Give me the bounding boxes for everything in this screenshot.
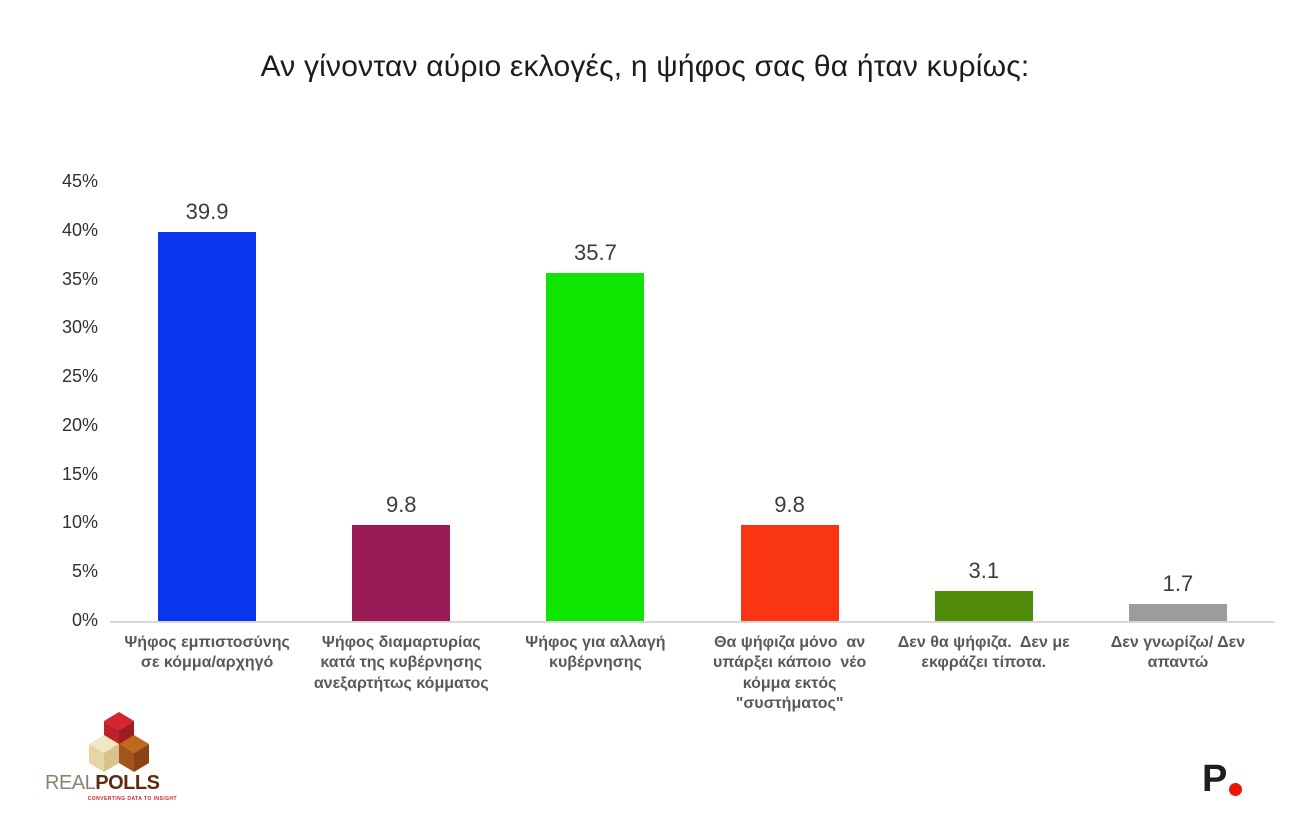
bar-slot: 35.7 [498, 182, 692, 621]
bar [740, 525, 839, 621]
bar [352, 525, 451, 621]
y-tick-label: 20% [61, 414, 98, 435]
cube-brown [119, 735, 149, 772]
x-axis-labels: Ψήφος εμπιστοσύνης σε κόμμα/αρχηγό Ψήφος … [110, 633, 1275, 715]
category-label: Θα ψήφιζα μόνο αν υπάρξει κάποιο νέο κόμ… [712, 634, 867, 713]
bar-slot: 1.7 [1081, 182, 1275, 621]
y-tick-label: 40% [61, 219, 98, 240]
bar-value-label: 3.1 [968, 557, 1000, 583]
bar-value-label: 35.7 [574, 239, 617, 265]
cube-tan [89, 735, 119, 772]
bar [1128, 604, 1227, 621]
y-tick-label: 5% [71, 561, 98, 582]
bar [546, 272, 645, 621]
y-tick-label: 30% [61, 317, 98, 338]
y-tick-label: 10% [61, 512, 98, 533]
y-tick-label: 25% [61, 366, 98, 387]
bar-slot: 9.8 [693, 182, 887, 621]
realpolls-cubes-icon [89, 712, 149, 772]
plot-area: 39.9 9.8 35.7 9.8 3.1 1.7 [110, 182, 1275, 623]
category-label: Ψήφος για αλλαγή κυβέρνησης [525, 634, 666, 672]
realpolls-tagline: CONVERTING DATA TO INSIGHT [87, 796, 177, 802]
chart-title: Αν γίνονταν αύριο εκλογές, η ψήφος σας θ… [260, 50, 1030, 83]
p-logo-red-dot-icon [1229, 783, 1243, 796]
realpolls-wordmark: REALPOLLS [45, 772, 177, 795]
category-label: Δεν θα ψήφιζα. Δεν με εκφράζει τίποτα. [897, 634, 1070, 672]
bar-slot: 9.8 [304, 182, 498, 621]
bar-slot: 39.9 [110, 182, 304, 621]
category-label: Ψήφος διαμαρτυρίας κατά της κυβέρνησης α… [313, 634, 489, 692]
category-label: Δεν γνωρίζω/ Δεν απαντώ [1110, 634, 1246, 672]
bar-value-label: 9.8 [385, 492, 417, 518]
y-tick-label: 15% [61, 463, 98, 484]
bar-slot: 3.1 [887, 182, 1081, 621]
realpolls-logo: REALPOLLS CONVERTING DATA TO INSIGHT [45, 710, 177, 802]
y-tick-label: 35% [61, 268, 98, 289]
realpolls-text-real: REAL [45, 772, 96, 794]
bar [158, 231, 257, 621]
bar-value-label: 1.7 [1162, 571, 1194, 597]
p-logo: P [1202, 758, 1243, 800]
bar-value-label: 9.8 [774, 492, 805, 518]
y-tick-label: 45% [61, 171, 98, 191]
bar-value-label: 39.9 [185, 198, 229, 224]
y-tick-label: 0% [71, 610, 98, 630]
p-logo-letter: P [1202, 758, 1228, 800]
bar [934, 590, 1033, 621]
category-label: Ψήφος εμπιστοσύνης σε κόμμα/αρχηγό [124, 634, 290, 672]
realpolls-text-polls: POLLS [95, 772, 160, 794]
y-axis: 0% 5% 10% 15% 20% 25% 30% 35% 40% 45% [18, 171, 98, 630]
